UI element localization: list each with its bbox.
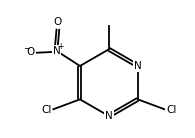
- Text: Cl: Cl: [166, 105, 176, 115]
- Text: Cl: Cl: [42, 105, 52, 115]
- Text: O: O: [26, 47, 35, 57]
- Text: N: N: [53, 46, 60, 56]
- Text: +: +: [58, 42, 64, 51]
- Text: N: N: [105, 111, 113, 121]
- Text: O: O: [54, 17, 62, 27]
- Text: N: N: [134, 61, 142, 71]
- Text: −: −: [23, 44, 30, 53]
